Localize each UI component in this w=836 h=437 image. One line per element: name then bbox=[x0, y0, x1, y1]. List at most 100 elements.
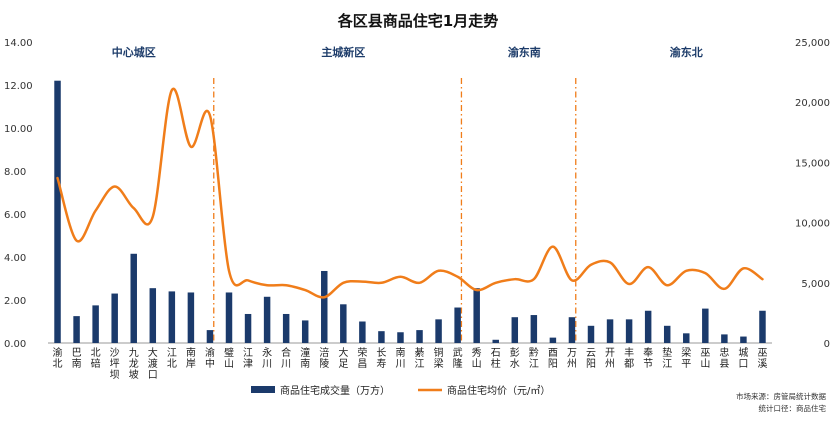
bar bbox=[759, 310, 766, 343]
category-label: 武隆 bbox=[453, 346, 463, 370]
y-left-tick-label: 8.00 bbox=[4, 167, 26, 178]
bar bbox=[625, 319, 633, 343]
bar bbox=[54, 80, 61, 343]
category-label: 沙坪坝 bbox=[110, 347, 120, 381]
bar bbox=[321, 270, 328, 343]
bar bbox=[702, 308, 709, 343]
bar bbox=[263, 296, 271, 343]
category-label: 南岸 bbox=[186, 346, 196, 370]
bar bbox=[282, 313, 290, 343]
category-label: 忠县 bbox=[719, 347, 729, 370]
bar bbox=[473, 288, 480, 343]
category-label: 大足 bbox=[338, 346, 348, 370]
bar bbox=[644, 310, 652, 343]
bar bbox=[92, 305, 99, 343]
y-left-tick-label: 4.00 bbox=[4, 253, 26, 264]
region-label: 主城新区 bbox=[321, 45, 365, 59]
bar bbox=[111, 293, 118, 343]
y-left-tick-label: 2.00 bbox=[4, 296, 26, 307]
category-label: 巴南 bbox=[72, 347, 82, 370]
category-label: 开州 bbox=[605, 348, 615, 370]
y-axis-left: 0.00 2.00 4.00 6.00 8.00 10.00 12.00 14.00 bbox=[4, 38, 33, 350]
bar bbox=[301, 320, 309, 343]
region-label: 中心城区 bbox=[112, 45, 156, 59]
category-label: 长寿 bbox=[376, 347, 386, 370]
y-right-tick-label: 15,000 bbox=[795, 158, 830, 169]
category-label: 綦江 bbox=[415, 346, 425, 370]
category-label: 巫溪 bbox=[757, 348, 767, 370]
y-left-tick-label: 12.00 bbox=[4, 81, 33, 92]
scope-note: 统计口径：商品住宅 bbox=[759, 403, 827, 413]
y-right-tick-label: 25,000 bbox=[795, 38, 830, 49]
bar bbox=[549, 337, 557, 343]
bar bbox=[187, 292, 195, 343]
bar bbox=[206, 330, 214, 343]
category-label: 潼南 bbox=[300, 346, 310, 370]
category-label: 奉节 bbox=[643, 346, 653, 370]
bar bbox=[130, 253, 137, 343]
bar bbox=[721, 334, 728, 343]
category-label: 大渡口 bbox=[148, 346, 158, 381]
y-right-tick-label: 5,000 bbox=[801, 279, 830, 290]
region-label: 渝东南 bbox=[508, 45, 541, 59]
bar bbox=[492, 339, 499, 343]
category-label: 城口 bbox=[738, 347, 748, 370]
category-label: 荣昌 bbox=[357, 347, 367, 370]
category-label: 江北 bbox=[167, 347, 177, 370]
y-left-tick-label: 10.00 bbox=[4, 124, 33, 135]
category-label: 江津 bbox=[243, 347, 253, 370]
category-label: 涪陵 bbox=[319, 346, 329, 370]
y-axis-right: 0 5,000 10,000 15,000 20,000 25,000 bbox=[795, 38, 830, 350]
bar bbox=[568, 317, 576, 343]
bar bbox=[168, 291, 176, 343]
chart-title: 各区县商品住宅1月走势 bbox=[337, 12, 498, 30]
bar bbox=[397, 332, 404, 343]
category-label: 黔江 bbox=[529, 346, 539, 370]
bar bbox=[683, 333, 690, 343]
category-label: 石柱 bbox=[491, 348, 501, 370]
y-right-tick-label: 0 bbox=[824, 339, 830, 350]
bar bbox=[587, 325, 595, 343]
category-label: 合川 bbox=[281, 346, 291, 370]
category-label: 渝中 bbox=[205, 346, 215, 370]
y-left-tick-label: 0.00 bbox=[4, 339, 26, 350]
y-left-tick-label: 14.00 bbox=[4, 38, 33, 49]
bar bbox=[454, 307, 461, 343]
bar bbox=[530, 315, 538, 343]
bar bbox=[378, 331, 385, 343]
category-label: 渝北 bbox=[53, 346, 63, 370]
category-label: 璧山 bbox=[224, 346, 234, 370]
region-label: 渝东北 bbox=[670, 45, 703, 59]
legend-bar-swatch bbox=[251, 386, 275, 393]
bar bbox=[225, 292, 233, 343]
y-right-tick-label: 10,000 bbox=[795, 219, 830, 230]
source-note: 市场来源：房管局统计数据 bbox=[736, 391, 826, 401]
category-label: 酉阳 bbox=[548, 348, 558, 370]
bar bbox=[73, 316, 80, 343]
category-label: 彭水 bbox=[510, 346, 520, 370]
category-label: 云阳 bbox=[586, 348, 596, 370]
category-label: 秀山 bbox=[472, 347, 482, 370]
bar-series bbox=[54, 80, 766, 343]
bar bbox=[340, 304, 347, 343]
bar bbox=[663, 325, 671, 343]
category-label: 南川 bbox=[395, 346, 405, 370]
category-label: 万州 bbox=[567, 348, 577, 370]
category-label: 垫江 bbox=[662, 346, 672, 370]
price-line bbox=[56, 87, 764, 299]
bar bbox=[435, 319, 442, 343]
category-label: 铜梁 bbox=[434, 347, 444, 370]
region-dividers bbox=[213, 78, 577, 343]
bar bbox=[606, 319, 614, 343]
category-label: 北碚 bbox=[91, 347, 101, 370]
bar bbox=[149, 288, 157, 343]
category-label: 丰都 bbox=[624, 346, 634, 370]
category-label: 梁平 bbox=[681, 346, 691, 370]
bar bbox=[740, 336, 747, 343]
legend-bar-label: 商品住宅成交量（万方） bbox=[280, 384, 390, 397]
category-label: 永川 bbox=[262, 346, 272, 370]
y-right-tick-label: 20,000 bbox=[795, 98, 830, 109]
bar bbox=[416, 330, 423, 343]
bar bbox=[244, 313, 252, 343]
